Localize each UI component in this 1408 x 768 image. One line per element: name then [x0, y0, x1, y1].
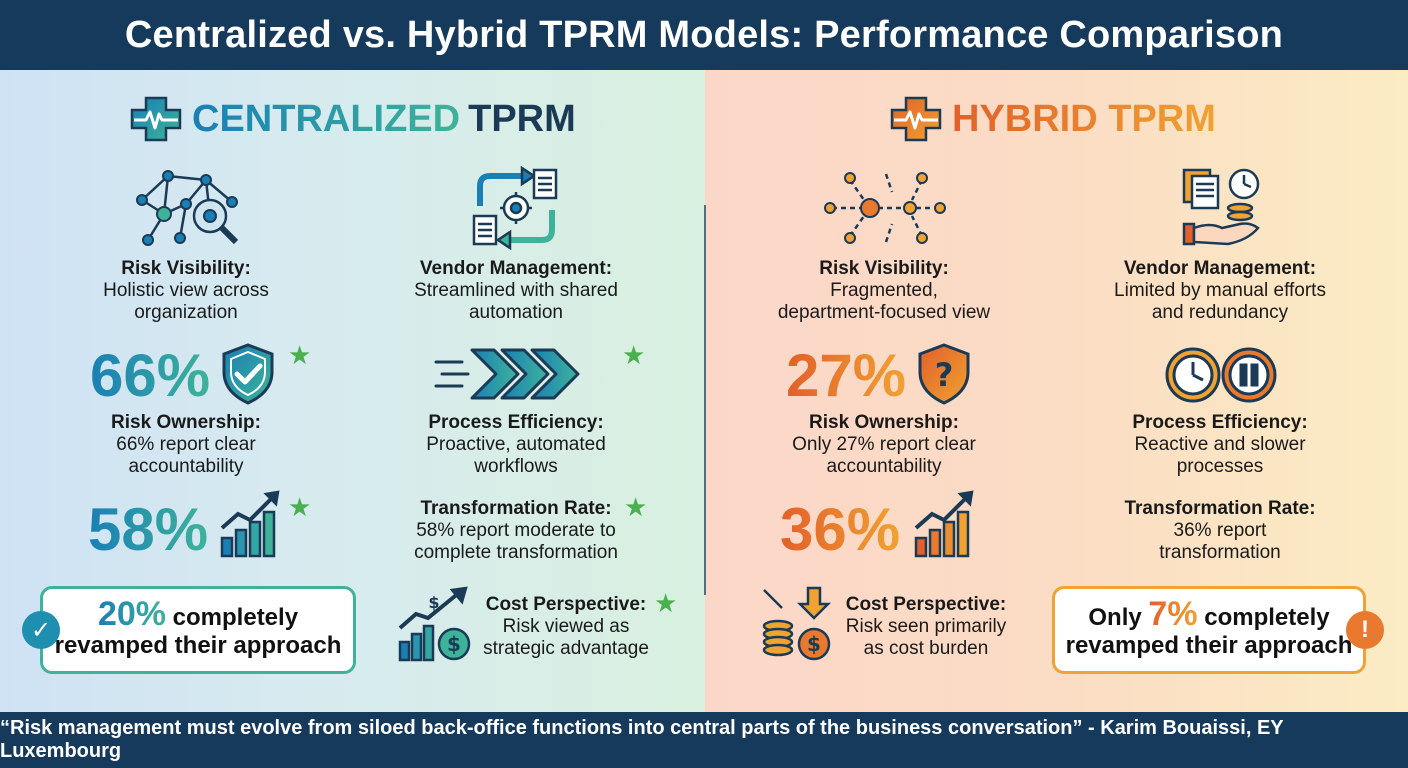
centralized-title-word: CENTRALIZED	[192, 97, 461, 140]
hybrid-transformation-rate: Transformation Rate: 36% report transfor…	[1090, 498, 1350, 564]
centralized-transformation-rate: Transformation Rate: 58% report moderate…	[386, 498, 646, 564]
hybrid-risk-visibility: Risk Visibility: Fragmented, department-…	[754, 258, 1014, 324]
metric-desc-line2: as cost burden	[863, 638, 989, 659]
metric-label: Cost Perspective:	[845, 594, 1007, 615]
network-magnifier-icon	[136, 170, 239, 246]
metric-desc-line2: organization	[134, 302, 238, 323]
metric-desc-line1: Reactive and slower	[1134, 434, 1306, 455]
growth-chart-icon	[220, 490, 280, 558]
metric-desc-line1: Only 27% report clear	[792, 434, 976, 455]
centralized-risk-ownership-value: 66%	[90, 342, 211, 409]
metric-label: Cost Perspective:	[485, 594, 647, 615]
metric-label: Process Efficiency:	[428, 412, 604, 433]
hybrid-process-efficiency: Process Efficiency: Reactive and slower …	[1090, 412, 1350, 478]
metric-desc-line2: strategic advantage	[483, 638, 649, 659]
workflow-gear-icon	[472, 166, 558, 250]
metric-label: Vendor Management:	[419, 258, 613, 279]
centralized-cost-perspective: Cost Perspective: Risk viewed as strateg…	[466, 594, 666, 660]
exclamation-badge-icon: !	[1346, 611, 1384, 649]
metric-label: Process Efficiency:	[1132, 412, 1308, 433]
hybrid-title: HYBRID TPRM	[888, 96, 1216, 142]
callout-line2: revamped their approach	[54, 632, 342, 659]
chart-coin-icon: $ $	[398, 586, 471, 662]
metric-label: Risk Ownership:	[111, 412, 261, 433]
callout-line1: completely	[166, 604, 299, 631]
hybrid-risk-ownership-value: 27%	[786, 342, 907, 409]
metric-label: Risk Visibility:	[121, 258, 251, 279]
metric-desc-line1: Proactive, automated	[426, 434, 606, 455]
metric-desc-line2: and redundancy	[1151, 302, 1289, 323]
metric-desc-line2: processes	[1176, 456, 1264, 477]
metric-desc-line1: Limited by manual efforts	[1114, 280, 1326, 301]
medical-cross-heartbeat-icon	[890, 96, 942, 142]
svg-text:?: ?	[935, 356, 954, 394]
metric-desc-line2: transformation	[1159, 542, 1281, 563]
check-badge-icon: ✓	[22, 611, 60, 649]
callout-prefix: Only	[1088, 604, 1149, 631]
centralized-title: CENTRALIZED TPRM	[128, 96, 576, 142]
centralized-risk-ownership: Risk Ownership: 66% report clear account…	[56, 412, 316, 478]
metric-desc-line1: Streamlined with shared	[414, 280, 618, 301]
hybrid-vendor-management: Vendor Management: Limited by manual eff…	[1090, 258, 1350, 324]
panel-divider	[704, 205, 706, 595]
callout-highlight: 7%	[1148, 595, 1198, 633]
shield-check-icon	[222, 343, 274, 405]
centralized-transformation-value: 58%	[88, 496, 209, 563]
metric-label: Vendor Management:	[1123, 258, 1317, 279]
svg-text:$: $	[807, 632, 821, 656]
metric-label: Risk Ownership:	[809, 412, 959, 433]
metric-desc-line1: Fragmented,	[830, 280, 938, 301]
svg-text:$: $	[428, 593, 439, 612]
star-icon: ★	[622, 340, 646, 370]
metric-desc-line1: Risk viewed as	[502, 616, 630, 637]
metric-label: Transformation Rate:	[420, 498, 612, 519]
coins-down-arrow-icon: $	[762, 586, 832, 661]
page-title: Centralized vs. Hybrid TPRM Models: Perf…	[0, 0, 1408, 70]
metric-desc-line1: 36% report	[1173, 520, 1267, 541]
metric-desc-line1: 58% report moderate to	[416, 520, 616, 541]
metric-desc-line1: Holistic view across	[103, 280, 269, 301]
centralized-risk-visibility: Risk Visibility: Holistic view across or…	[56, 258, 316, 324]
metric-desc-line2: automation	[468, 302, 563, 323]
metric-desc-line2: accountability	[128, 456, 244, 477]
centralized-callout: 20% completely revamped their approach	[40, 586, 356, 674]
star-icon: ★	[288, 492, 312, 522]
metric-label: Transformation Rate:	[1124, 498, 1316, 519]
shield-question-icon: ?	[918, 343, 970, 405]
footer-quote: “Risk management must evolve from siloed…	[0, 712, 1408, 768]
hybrid-cost-perspective: Cost Perspective: Risk seen primarily as…	[826, 594, 1026, 660]
star-icon: ★	[624, 492, 648, 522]
centralized-vendor-management: Vendor Management: Streamlined with shar…	[386, 258, 646, 324]
callout-highlight: 20%	[97, 595, 166, 633]
documents-hand-clock-icon	[1182, 168, 1260, 246]
hybrid-risk-ownership: Risk Ownership: Only 27% report clear ac…	[754, 412, 1014, 478]
metric-desc-line1: 66% report clear	[116, 434, 256, 455]
metric-desc-line2: workflows	[474, 456, 558, 477]
medical-cross-heartbeat-icon	[130, 96, 182, 142]
hybrid-title-text: HYBRID TPRM	[952, 97, 1216, 140]
centralized-title-suffix: TPRM	[468, 97, 576, 140]
centralized-process-efficiency: Process Efficiency: Proactive, automated…	[386, 412, 646, 478]
clock-pause-icon	[1165, 347, 1277, 403]
metric-desc-line2: complete transformation	[414, 542, 618, 563]
metric-desc-line2: accountability	[826, 456, 942, 477]
fragmented-network-icon	[824, 172, 946, 244]
forward-arrows-icon	[434, 348, 580, 400]
metric-desc-line2: department-focused view	[777, 302, 991, 323]
callout-line1: completely	[1197, 604, 1330, 631]
star-icon: ★	[288, 340, 312, 370]
hybrid-transformation-value: 36%	[780, 496, 901, 563]
hybrid-callout: Only 7% completely revamped their approa…	[1052, 586, 1366, 674]
callout-line2: revamped their approach	[1065, 632, 1353, 659]
growth-chart-icon	[914, 490, 974, 558]
metric-label: Risk Visibility:	[819, 258, 949, 279]
metric-desc-line1: Risk seen primarily	[845, 616, 1007, 637]
svg-text:$: $	[447, 632, 461, 656]
star-icon: ★	[654, 588, 678, 618]
